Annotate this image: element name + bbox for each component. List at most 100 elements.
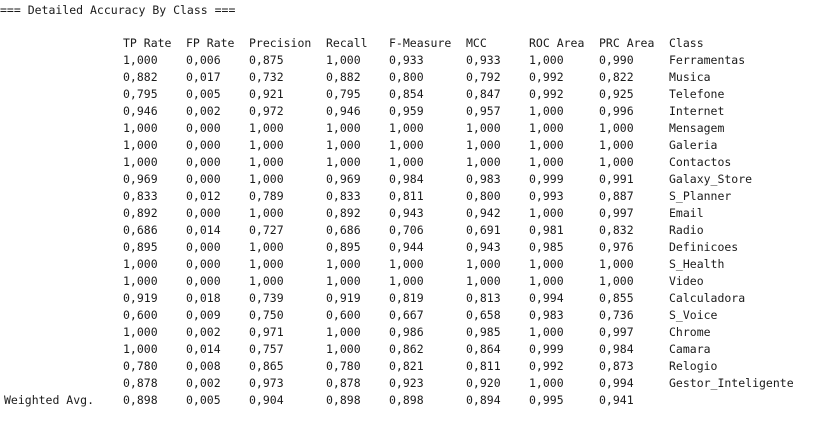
col-fp-rate-value: 0,000 <box>186 155 221 169</box>
col-roc-area-value: 0,993 <box>529 189 564 203</box>
col-f-measure-value: 1,000 <box>389 121 424 135</box>
col-tp-rate-value: 0,686 <box>123 223 158 237</box>
header-col-f-measure: F-Measure <box>389 36 452 50</box>
col-fp-rate-value: 0,018 <box>186 291 221 305</box>
col-roc-area-value: 0,992 <box>529 70 564 84</box>
col-class-value: Chrome <box>669 325 711 339</box>
col-fp-rate-value: 0,000 <box>186 121 221 135</box>
col-recall-value: 1,000 <box>326 342 361 356</box>
col-prc-area-value: 0,997 <box>599 325 634 339</box>
col-mcc-value: 0,983 <box>466 172 501 186</box>
col-mcc-value: 1,000 <box>466 138 501 152</box>
col-mcc-value: 0,920 <box>466 376 501 390</box>
col-f-measure-value: 0,923 <box>389 376 424 390</box>
col-mcc-value: 0,800 <box>466 189 501 203</box>
col-class-value: Relogio <box>669 359 718 373</box>
col-prc-area-value: 0,832 <box>599 223 634 237</box>
header-col-class: Class <box>669 36 704 50</box>
col-f-measure-value: 0,898 <box>389 393 424 407</box>
col-fp-rate-value: 0,012 <box>186 189 221 203</box>
col-f-measure-value: 0,811 <box>389 189 424 203</box>
col-precision-value: 0,973 <box>249 376 284 390</box>
col-roc-area-value: 0,994 <box>529 291 564 305</box>
col-f-measure-value: 1,000 <box>389 257 424 271</box>
col-recall-value: 0,780 <box>326 359 361 373</box>
col-fp-rate-value: 0,008 <box>186 359 221 373</box>
col-f-measure-value: 0,959 <box>389 104 424 118</box>
col-tp-rate-value: 0,919 <box>123 291 158 305</box>
col-class-value: Calculadora <box>669 291 746 305</box>
col-tp-rate-value: 0,600 <box>123 308 158 322</box>
col-precision-value: 0,865 <box>249 359 284 373</box>
col-class-value: S_Voice <box>669 308 718 322</box>
col-recall-value: 1,000 <box>326 138 361 152</box>
col-f-measure-value: 1,000 <box>389 138 424 152</box>
col-fp-rate-value: 0,017 <box>186 70 221 84</box>
col-precision-value: 0,921 <box>249 87 284 101</box>
col-recall-value: 1,000 <box>326 257 361 271</box>
col-mcc-value: 0,792 <box>466 70 501 84</box>
col-mcc-value: 0,813 <box>466 291 501 305</box>
col-fp-rate-value: 0,000 <box>186 172 221 186</box>
col-mcc-value: 1,000 <box>466 155 501 169</box>
col-fp-rate-value: 0,006 <box>186 53 221 67</box>
col-recall-value: 0,892 <box>326 206 361 220</box>
col-precision-value: 1,000 <box>249 121 284 135</box>
col-recall-value: 1,000 <box>326 53 361 67</box>
col-mcc-value: 0,943 <box>466 240 501 254</box>
col-fp-rate-value: 0,000 <box>186 240 221 254</box>
col-class-value: Email <box>669 206 704 220</box>
col-roc-area-value: 0,999 <box>529 172 564 186</box>
col-prc-area-value: 0,997 <box>599 206 634 220</box>
header-col-precision: Precision <box>249 36 312 50</box>
col-mcc-value: 0,933 <box>466 53 501 67</box>
col-class-value: Mensagem <box>669 121 725 135</box>
col-prc-area-value: 1,000 <box>599 257 634 271</box>
col-mcc-value: 1,000 <box>466 257 501 271</box>
col-mcc-value: 0,658 <box>466 308 501 322</box>
col-f-measure-value: 0,933 <box>389 53 424 67</box>
col-prc-area-value: 0,822 <box>599 70 634 84</box>
col-fp-rate-value: 0,000 <box>186 274 221 288</box>
col-precision-value: 0,971 <box>249 325 284 339</box>
col-roc-area-value: 0,992 <box>529 359 564 373</box>
col-class-value: Video <box>669 274 704 288</box>
col-class-value: S_Planner <box>669 189 732 203</box>
col-roc-area-value: 0,981 <box>529 223 564 237</box>
col-precision-value: 1,000 <box>249 257 284 271</box>
col-fp-rate-value: 0,002 <box>186 376 221 390</box>
col-recall-value: 1,000 <box>326 121 361 135</box>
col-precision-value: 0,789 <box>249 189 284 203</box>
col-prc-area-value: 0,996 <box>599 104 634 118</box>
col-prc-area-value: 0,991 <box>599 172 634 186</box>
col-roc-area-value: 0,995 <box>529 393 564 407</box>
header-col-tp-rate: TP Rate <box>123 36 172 50</box>
header-col-fp-rate: FP Rate <box>186 36 235 50</box>
col-class-value: Gestor_Inteligente <box>669 376 794 390</box>
col-fp-rate-value: 0,014 <box>186 342 221 356</box>
col-prc-area-value: 0,887 <box>599 189 634 203</box>
col-prc-area-value: 0,855 <box>599 291 634 305</box>
col-mcc-value: 0,942 <box>466 206 501 220</box>
col-precision-value: 1,000 <box>249 172 284 186</box>
col-class-value: Telefone <box>669 87 725 101</box>
col-roc-area-value: 1,000 <box>529 274 564 288</box>
col-precision-value: 0,972 <box>249 104 284 118</box>
col-tp-rate-value: 0,833 <box>123 189 158 203</box>
col-roc-area-value: 1,000 <box>529 104 564 118</box>
col-prc-area-value: 0,994 <box>599 376 634 390</box>
col-precision-value: 0,739 <box>249 291 284 305</box>
col-tp-rate-value: 1,000 <box>123 121 158 135</box>
col-prc-area-value: 1,000 <box>599 274 634 288</box>
col-roc-area-value: 1,000 <box>529 53 564 67</box>
col-f-measure-value: 1,000 <box>389 155 424 169</box>
col-recall-value: 0,919 <box>326 291 361 305</box>
col-prc-area-value: 1,000 <box>599 138 634 152</box>
col-recall-value: 1,000 <box>326 155 361 169</box>
col-prc-area-value: 0,990 <box>599 53 634 67</box>
col-class-value: Contactos <box>669 155 732 169</box>
header-col-mcc: MCC <box>466 36 487 50</box>
col-precision-value: 1,000 <box>249 274 284 288</box>
col-tp-rate-value: 1,000 <box>123 53 158 67</box>
col-roc-area-value: 0,999 <box>529 342 564 356</box>
